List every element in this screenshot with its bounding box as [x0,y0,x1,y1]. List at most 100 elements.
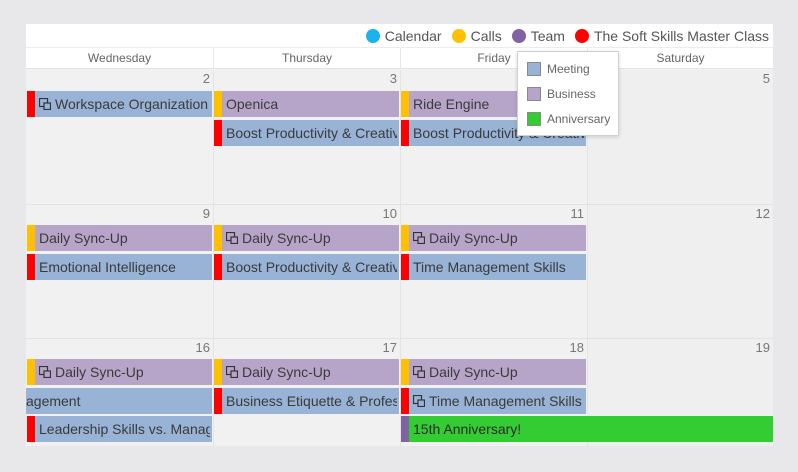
event-title: Business Etiquette & Professionalism [226,393,397,409]
event-title: Boost Productivity & Creativity [226,125,397,141]
event-title: Leadership Skills vs. Management [39,421,210,437]
day-cell[interactable] [587,205,773,338]
event-15th-anniversary[interactable]: 15th Anniversary! [401,416,773,442]
event-category-bar [401,91,409,117]
event-daily-sync-up[interactable]: Daily Sync-Up [27,359,212,385]
event-title: Daily Sync-Up [242,230,331,246]
event-title: Workspace Organization [55,96,209,112]
event-daily-sync-up[interactable]: Daily Sync-Up [401,359,586,385]
event-category-bar [401,120,409,146]
event-time-management-skills[interactable]: Time Management Skills [401,254,586,280]
event-category-bar [27,225,35,251]
event-category-bar [214,254,222,280]
event-daily-sync-up[interactable]: Daily Sync-Up [214,225,399,251]
recurrence-icon [413,232,425,244]
calls-dot-icon [451,28,466,43]
event-category-bar [27,359,35,385]
event-category-bar [214,225,222,251]
day-number[interactable]: 16 [195,340,210,355]
legend-item-calls[interactable]: Calls [451,27,502,44]
day-number[interactable]: 10 [382,206,397,221]
event-category-bar [401,359,409,385]
event-title: Time Management Skills [413,259,566,275]
day-header: Wednesday Thursday Friday Saturday [26,47,773,69]
soft-skills-dot-icon [574,28,589,43]
day-number[interactable]: 11 [570,206,585,221]
legend-label: The Soft Skills Master Class [593,27,769,44]
category-menu-item-business[interactable]: Business [527,86,596,102]
event-boost-productivity[interactable]: Boost Productivity & Creativity [214,120,399,146]
recurrence-icon [39,98,51,110]
day-number[interactable]: 3 [389,71,397,86]
event-daily-sync-up[interactable]: Daily Sync-Up [214,359,399,385]
category-menu-item-meeting[interactable]: Meeting [527,61,590,77]
event-category-bar [214,91,222,117]
event-daily-sync-up[interactable]: Daily Sync-Up [401,225,586,251]
week-row: 9 10 11 12 Daily Sync-Up Daily Sync-Up D… [26,205,773,338]
day-header-wednesday: Wednesday [87,51,152,65]
team-dot-icon [511,28,526,43]
event-title: Openica [226,96,279,112]
day-header-friday: Friday [400,48,587,69]
legend-label: Calendar [384,27,442,44]
week-divider [26,204,773,205]
event-title: Ride Engine [413,96,490,112]
event-category-bar [401,416,409,442]
event-daily-sync-up[interactable]: Daily Sync-Up [27,225,212,251]
event-title: Daily Sync-Up [39,230,128,246]
week-row: 2 3 4 5 Workspace Organization Openica R… [26,70,773,204]
day-number[interactable]: 2 [202,71,210,86]
event-title: Daily Sync-Up [242,364,331,380]
category-label: Anniversary [547,112,611,126]
meeting-swatch-icon [527,62,541,76]
event-category-bar [214,359,222,385]
resource-legend: Calendar Calls Team The Soft Skills Mast… [26,24,773,47]
event-workspace-organization[interactable]: Workspace Organization [27,91,212,117]
event-category-bar [401,225,409,251]
day-number[interactable]: 9 [202,206,210,221]
legend-label: Calls [470,27,502,44]
legend-item-team[interactable]: Team [511,28,565,44]
category-menu-item-anniversary[interactable]: Anniversary [527,111,610,127]
event-title: agement [26,393,81,409]
event-title: Daily Sync-Up [429,364,518,380]
event-title: Daily Sync-Up [55,364,144,380]
day-number[interactable]: 12 [755,206,770,221]
week-row: 16 17 18 19 Daily Sync-Up Daily Sync-Up … [26,339,773,446]
event-title: Emotional Intelligence [39,259,176,275]
day-number[interactable]: 17 [382,340,397,355]
recurrence-icon [413,366,425,378]
recurrence-icon [226,232,238,244]
week-divider [26,338,773,339]
event-leadership-skills-visible[interactable]: Leadership Skills vs. Management [27,416,212,442]
event-title: Boost Productivity & Creativity [226,259,397,275]
event-boost-productivity[interactable]: Boost Productivity & Creativity [214,254,399,280]
event-openica[interactable]: Openica [214,91,399,117]
event-title: Time Management Skills [429,393,582,409]
day-header-thursday: Thursday [213,48,400,69]
day-number[interactable]: 19 [755,340,770,355]
event-category-bar [401,254,409,280]
category-menu: Meeting Business Anniversary [517,51,619,136]
event-emotional-intelligence[interactable]: Emotional Intelligence [27,254,212,280]
day-number[interactable]: 18 [569,340,584,355]
recurrence-icon [413,395,425,407]
event-time-management-skills[interactable]: Time Management Skills [401,388,586,414]
recurrence-icon [39,366,51,378]
day-number[interactable]: 5 [762,71,770,86]
category-label: Meeting [547,62,590,76]
event-category-bar [27,416,35,442]
event-category-bar [27,91,35,117]
event-business-etiquette[interactable]: Business Etiquette & Professionalism [214,388,399,414]
category-label: Business [547,87,596,101]
legend-item-calendar[interactable]: Calendar [365,27,442,44]
event-category-bar [214,388,222,414]
legend-item-soft-skills[interactable]: The Soft Skills Master Class [574,27,769,44]
business-swatch-icon [527,87,541,101]
event-title: 15th Anniversary! [413,421,522,437]
anniversary-swatch-icon [527,112,541,126]
event-category-bar [214,120,222,146]
event-category-bar [401,388,409,414]
event-continued[interactable]: agement [26,388,212,414]
calendar-dot-icon [365,28,380,43]
